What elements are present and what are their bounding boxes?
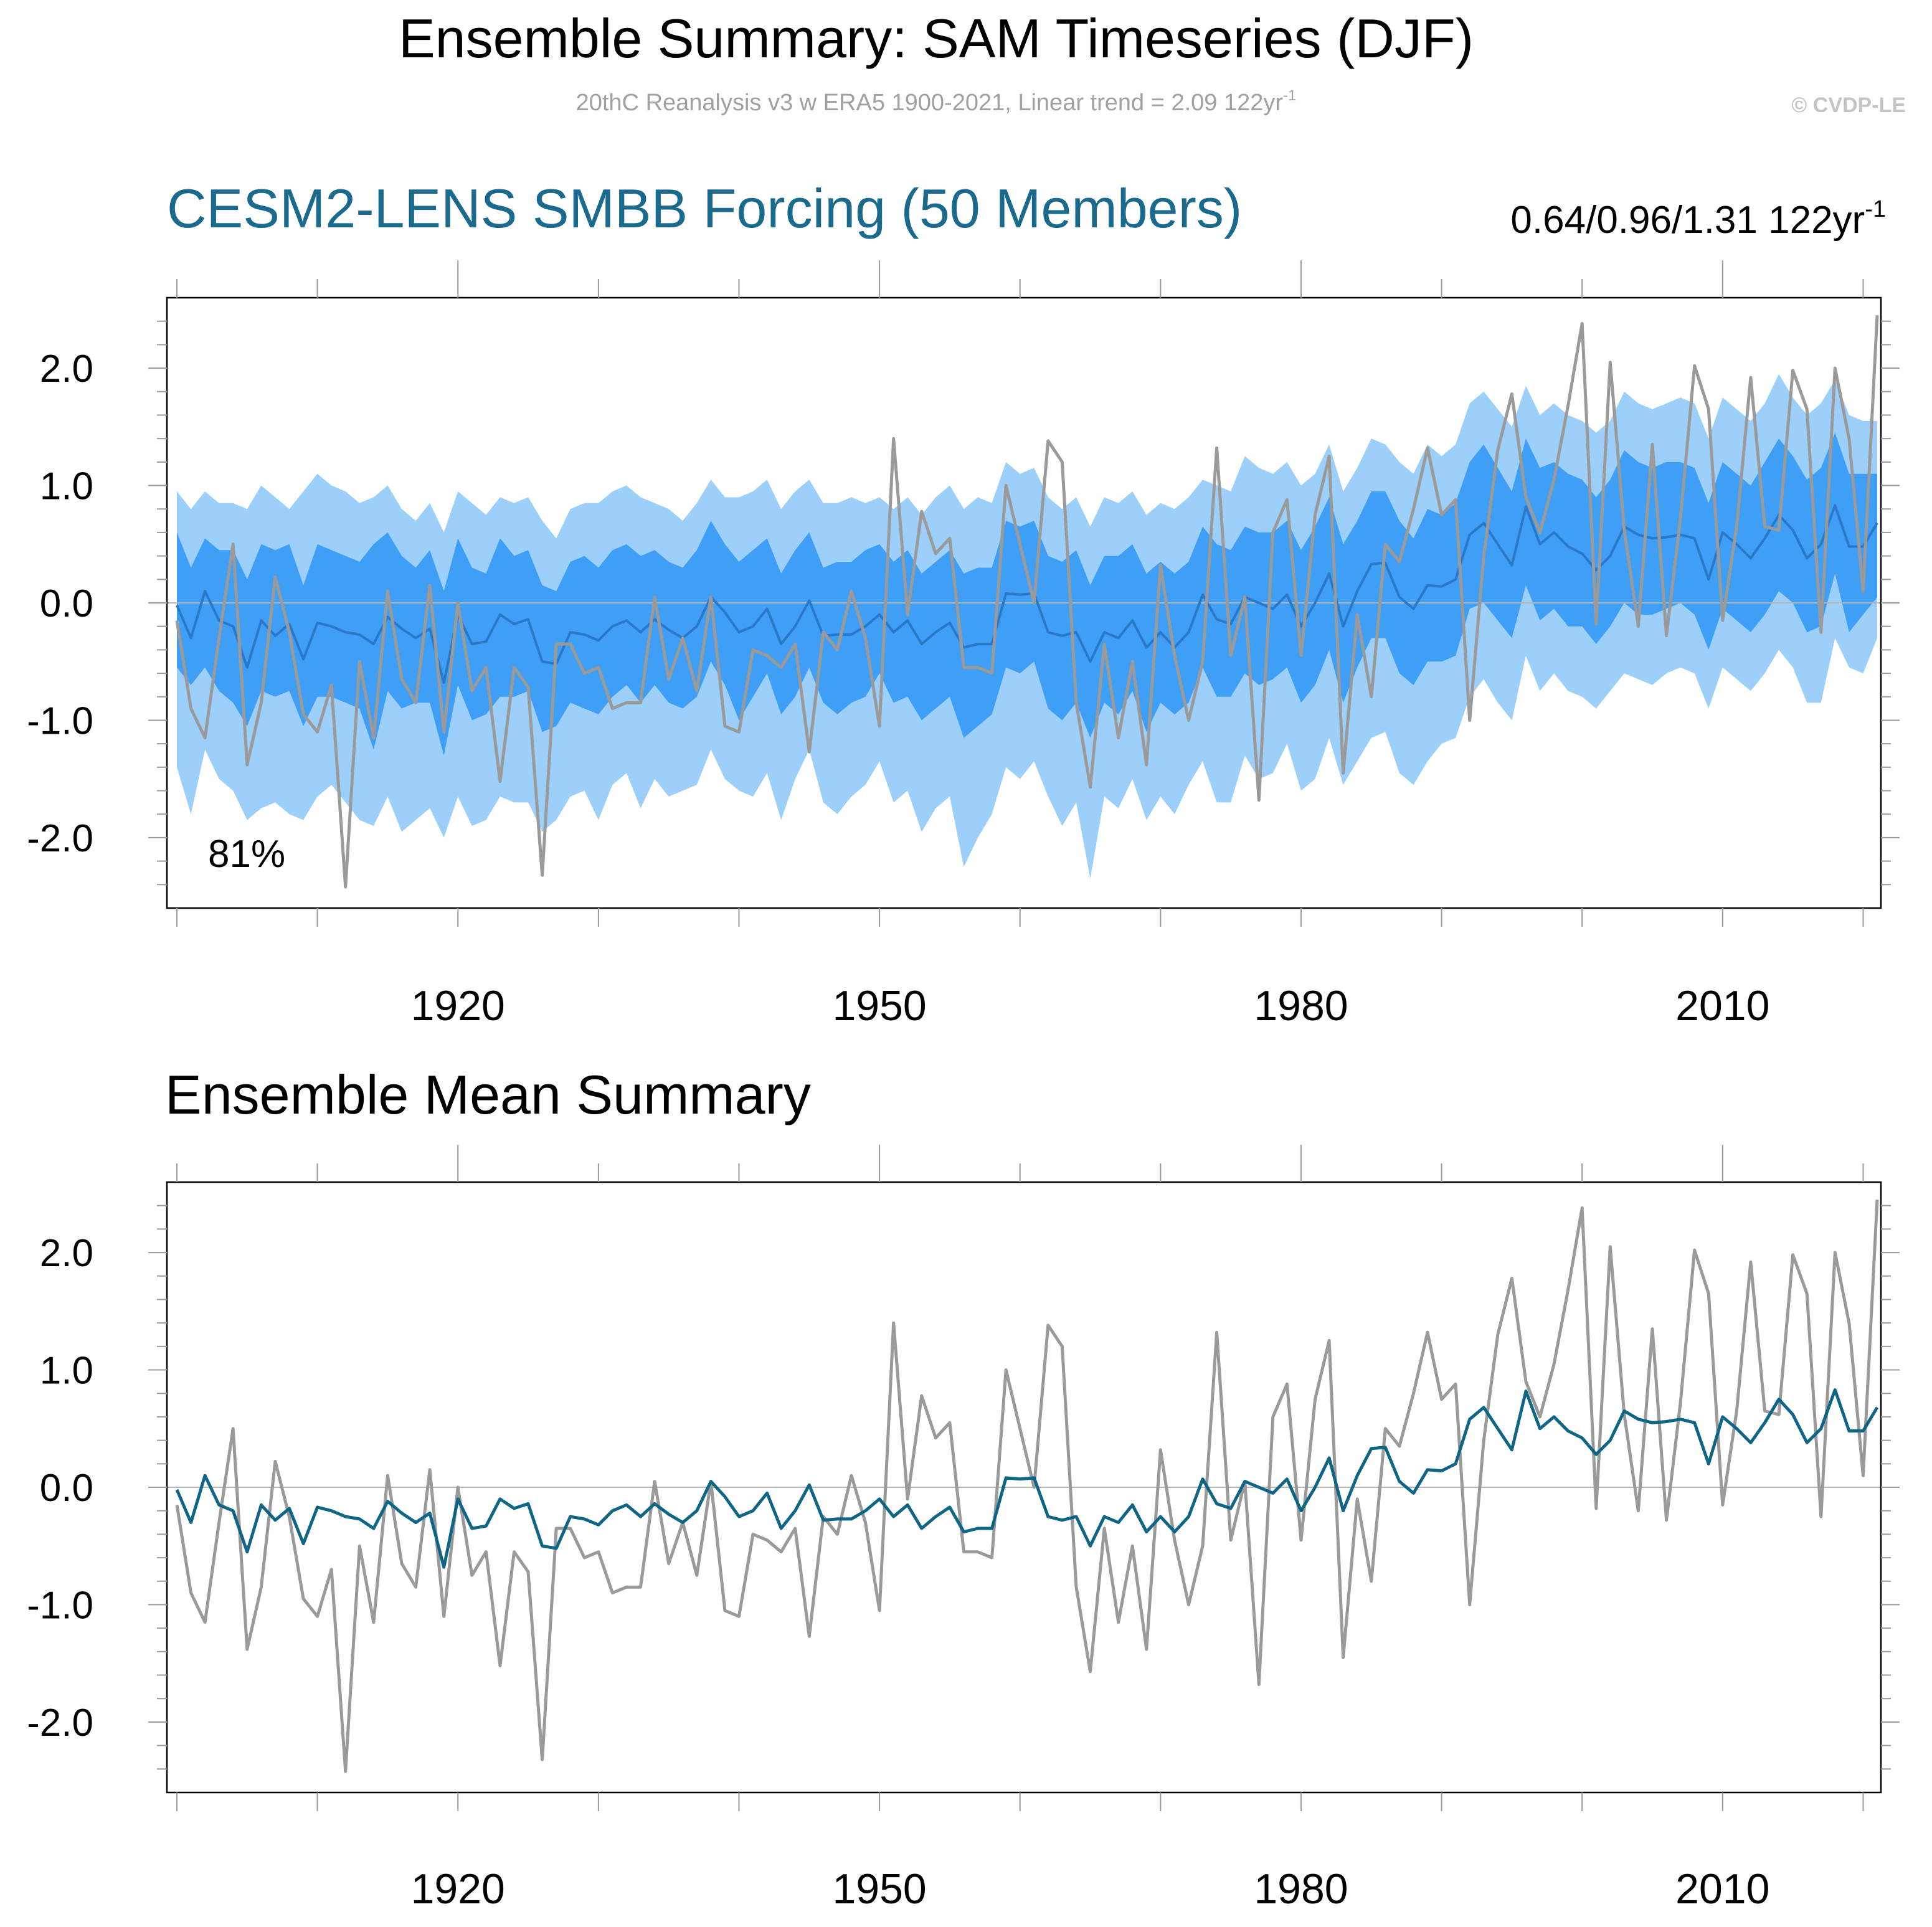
panel2-ytick-label: 2.0 <box>40 1232 93 1275</box>
panel2-xtick-label: 1980 <box>1254 1865 1348 1913</box>
panel1-xtick-label: 1920 <box>411 982 505 1030</box>
panel2-xtick-label: 2010 <box>1675 1865 1769 1913</box>
panel1-ytick-label: 1.0 <box>40 465 93 508</box>
panel1-trend-main: 0.64/0.96/1.31 122yr <box>1510 199 1865 242</box>
panel2-ytick-label: -1.0 <box>27 1584 93 1627</box>
panel2-xtick-label: 1950 <box>832 1865 926 1913</box>
panel1-xtick-label: 2010 <box>1675 982 1769 1030</box>
credit-text: © CVDP-LE <box>1791 93 1906 117</box>
panel1-trend-text: 0.64/0.96/1.31 122yr-1 <box>1510 196 1886 242</box>
panel2-ensemble-mean-line <box>175 1388 1879 1569</box>
panel2-ytick-label: 1.0 <box>40 1350 93 1393</box>
panel1-ytick-label: 0.0 <box>40 582 93 625</box>
panel1-ytick-label: -1.0 <box>27 699 93 742</box>
panel-ensemble-mean-summary: Ensemble Mean Summary 2.0 1.0 0.0 -1.0 -2.0 1… <box>27 1064 1900 1913</box>
panel2-observed-line <box>175 1200 1879 1773</box>
panel1-trend-exponent: -1 <box>1865 196 1886 222</box>
panel2-xtick-label: 1920 <box>411 1865 505 1913</box>
figure-subtitle-exponent: -1 <box>1283 87 1296 104</box>
figure-subtitle-main: 20thC Reanalysis v3 w ERA5 1900-2021, Li… <box>576 90 1284 116</box>
panel2-ytick-label: -2.0 <box>27 1702 93 1745</box>
panel1-annotation-percent: 81% <box>208 833 285 876</box>
panel1-title: CESM2-LENS SMBB Forcing (50 Members) <box>167 178 1242 239</box>
panel1-observed-line <box>175 315 1879 889</box>
panel1-xtick-label: 1980 <box>1254 982 1348 1030</box>
panel1-xtick-label: 1950 <box>832 982 926 1030</box>
panel1-ytick-label: 2.0 <box>40 348 93 391</box>
panel2-ytick-label: 0.0 <box>40 1467 93 1510</box>
panel-ensemble-summary: CESM2-LENS SMBB Forcing (50 Members) 0.6… <box>27 178 1900 1030</box>
figure-title: Ensemble Summary: SAM Timeseries (DJF) <box>399 7 1474 69</box>
panel2-title: Ensemble Mean Summary <box>165 1064 811 1125</box>
panel1-ytick-label: -2.0 <box>27 817 93 860</box>
figure-subtitle: 20thC Reanalysis v3 w ERA5 1900-2021, Li… <box>576 87 1297 116</box>
